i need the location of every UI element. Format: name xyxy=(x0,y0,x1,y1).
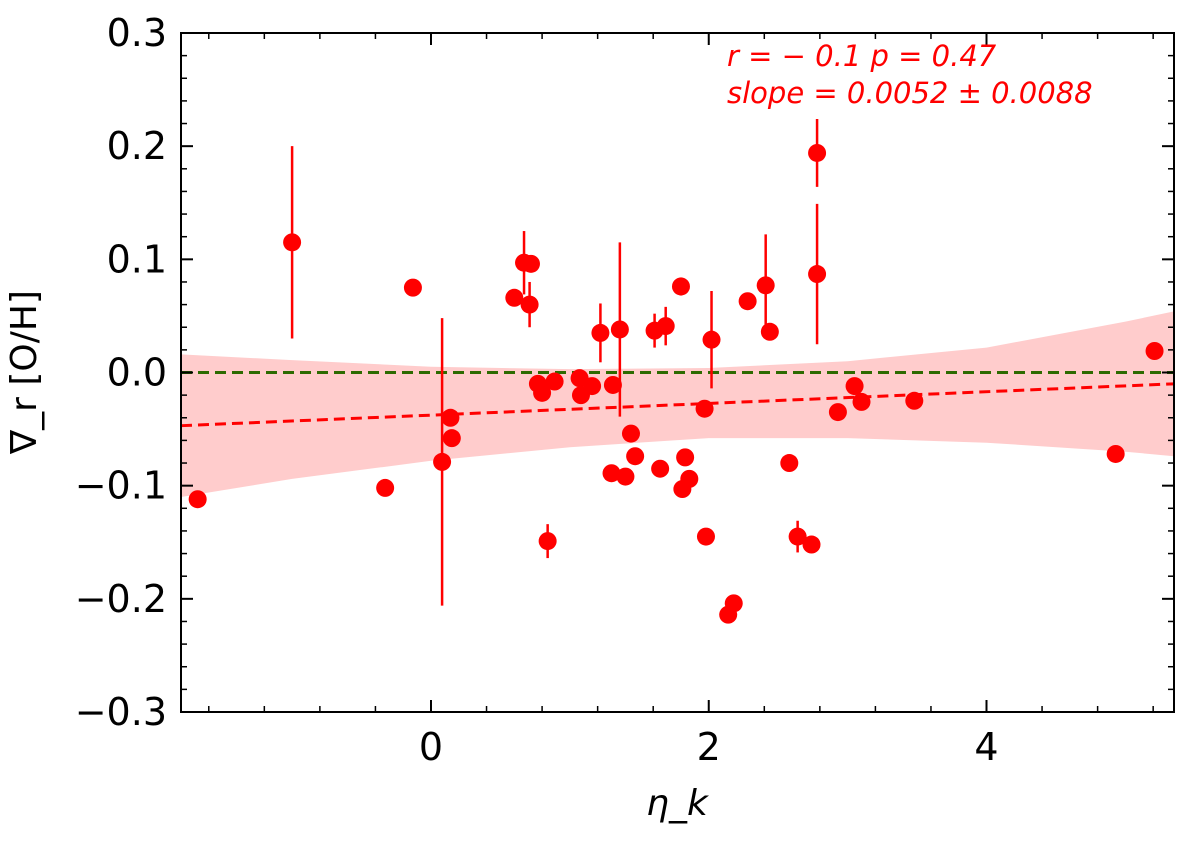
data-point xyxy=(403,278,422,297)
fit-line xyxy=(180,382,1175,428)
data-point xyxy=(845,377,864,396)
reference-lines-layer xyxy=(180,371,1175,428)
data-point xyxy=(433,452,452,471)
y-tick-label: 0.0 xyxy=(107,351,167,395)
data-point xyxy=(441,408,460,427)
data-point xyxy=(602,464,621,483)
data-point xyxy=(780,454,799,473)
data-point xyxy=(376,478,395,497)
data-point xyxy=(505,288,524,307)
data-point xyxy=(808,143,827,162)
data-point xyxy=(760,322,779,341)
data-point xyxy=(1106,444,1125,463)
data-point xyxy=(724,594,743,613)
data-point xyxy=(738,292,757,311)
data-point xyxy=(626,447,645,466)
data-point xyxy=(788,527,807,546)
y-tick-label: 0.1 xyxy=(107,237,167,281)
data-point xyxy=(696,527,715,546)
data-point xyxy=(802,535,821,554)
data-point xyxy=(808,265,827,284)
x-tick-label: 0 xyxy=(419,725,443,769)
data-point xyxy=(695,399,714,418)
data-point xyxy=(521,254,540,273)
data-point xyxy=(905,391,924,410)
data-point xyxy=(651,459,670,478)
x-axis-label: η_k xyxy=(646,783,710,824)
annotation-slope: slope = 0.0052 ± 0.0088 xyxy=(727,76,1093,110)
data-point xyxy=(671,277,690,296)
data-point xyxy=(545,372,564,391)
data-point xyxy=(610,320,629,339)
data-point xyxy=(283,233,302,252)
data-point xyxy=(702,330,721,349)
data-point xyxy=(656,317,675,336)
plot-frame xyxy=(180,32,1175,713)
y-tick-label: −0.3 xyxy=(75,690,167,734)
data-point xyxy=(603,375,622,394)
data-point xyxy=(621,424,640,443)
y-tick-label: 0.3 xyxy=(107,11,167,55)
data-point xyxy=(676,448,695,467)
x-tick-label: 4 xyxy=(974,725,998,769)
annotation-correlation: r = − 0.1 p = 0.47 xyxy=(727,39,997,73)
data-point xyxy=(533,383,552,402)
data-point xyxy=(188,490,207,509)
y-tick-label: −0.2 xyxy=(75,577,167,621)
data-point xyxy=(616,467,635,486)
data-points-layer xyxy=(188,143,1164,624)
data-point xyxy=(828,403,847,422)
data-point xyxy=(591,323,610,342)
data-point xyxy=(538,532,557,551)
data-point xyxy=(756,276,775,295)
x-tick-label: 2 xyxy=(697,725,721,769)
data-point xyxy=(583,377,602,396)
data-point xyxy=(852,392,871,411)
data-point xyxy=(442,429,461,448)
data-point xyxy=(680,469,699,488)
y-tick-label: 0.2 xyxy=(107,124,167,168)
y-axis-label: ∇_r [O/H] xyxy=(4,290,45,455)
data-point xyxy=(1145,341,1164,360)
y-tick-label: −0.1 xyxy=(75,464,167,508)
data-point xyxy=(520,295,539,314)
